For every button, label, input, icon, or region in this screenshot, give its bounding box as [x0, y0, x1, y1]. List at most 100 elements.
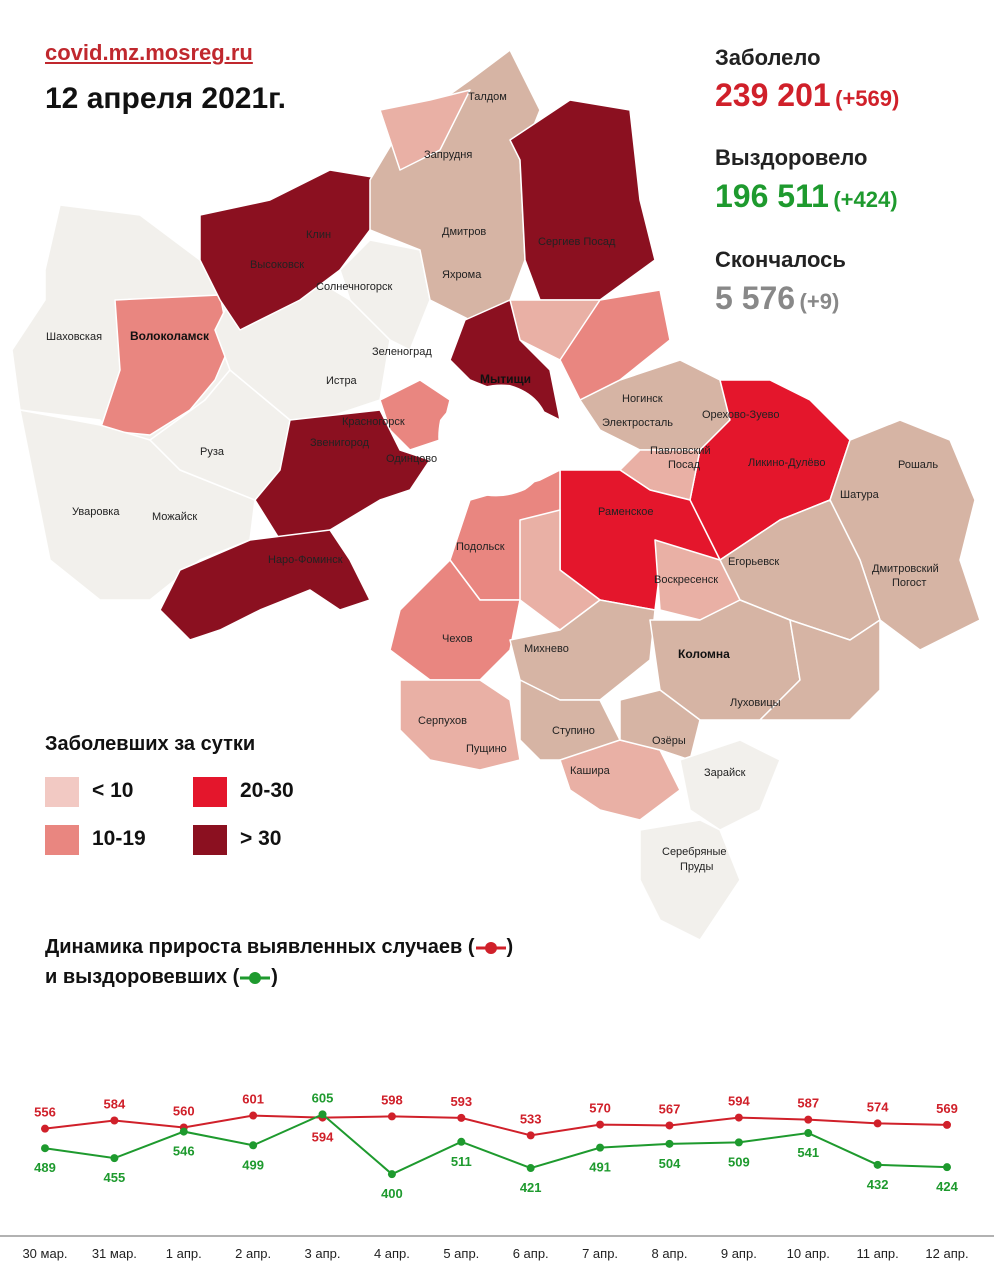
data-label-recovered: 421 — [520, 1180, 542, 1195]
data-label-recovered: 400 — [381, 1186, 403, 1201]
dynamics-title-line1-close: ) — [506, 936, 514, 958]
recovered-stat: 196 511 (+424) — [715, 178, 898, 215]
svg-text:Ступино: Ступино — [552, 725, 595, 737]
data-label-recovered: 509 — [728, 1154, 750, 1169]
point-recovered — [873, 1160, 882, 1169]
series-line-cases — [44, 1114, 948, 1137]
point-recovered — [526, 1164, 535, 1173]
dynamics-chart: 30 мар. 31 мар. 1 апр. 2 апр. 3 апр. 4 апр. 5 … — [0, 1090, 994, 1261]
data-label-cases: 587 — [797, 1096, 819, 1111]
svg-text:Дмитровский: Дмитровский — [872, 563, 939, 575]
svg-text:Озёры: Озёры — [652, 735, 686, 747]
x-tick-label: 31 мар. — [92, 1246, 137, 1261]
recovered-value: 196 511 — [715, 178, 829, 214]
legend-title: Заболевших за сутки — [45, 733, 256, 755]
svg-text:Руза: Руза — [200, 446, 225, 458]
x-tick-label: 6 апр. — [513, 1246, 549, 1261]
point-cases — [873, 1119, 882, 1128]
svg-text:Погост: Погост — [892, 577, 926, 589]
dynamics-title-line2-close: ) — [271, 966, 278, 988]
moscow-region-map: Талдом Запрудня Дмитров Яхрома Сергиев П… — [11, 49, 981, 941]
recovered-delta: (+424) — [833, 187, 898, 212]
died-stat: 5 576 (+9) — [715, 280, 839, 317]
region-chekhov — [389, 559, 521, 681]
data-label-cases: 556 — [34, 1105, 56, 1120]
legend-swatch-gt30 — [193, 825, 227, 855]
point-recovered — [387, 1170, 396, 1179]
point-cases — [41, 1124, 49, 1133]
map-city-labels: Талдом Запрудня Дмитров Яхрома Сергиев П… — [46, 91, 939, 873]
sick-value: 239 201 — [715, 77, 831, 113]
data-label-recovered: 511 — [451, 1154, 472, 1169]
data-label-recovered: 424 — [936, 1179, 958, 1194]
svg-text:Воскресенск: Воскресенск — [654, 574, 718, 586]
point-recovered — [457, 1137, 466, 1146]
point-cases — [457, 1113, 466, 1122]
region-taldom — [379, 89, 471, 171]
svg-text:Рошаль: Рошаль — [898, 459, 938, 471]
point-recovered — [41, 1144, 49, 1153]
svg-text:Звенигород: Звенигород — [310, 437, 370, 449]
data-label-cases: 560 — [173, 1104, 195, 1119]
moscow-city — [438, 384, 551, 497]
data-label-recovered: 499 — [242, 1157, 264, 1172]
x-tick-label: 9 апр. — [721, 1246, 757, 1261]
series-line-recovered — [44, 1113, 948, 1176]
region-naro-fominsk — [159, 529, 371, 641]
svg-text:Электросталь: Электросталь — [602, 417, 673, 429]
data-label-recovered: 504 — [659, 1156, 681, 1171]
x-tick-label: 8 апр. — [651, 1246, 687, 1261]
died-label: Скончалось — [715, 247, 846, 272]
dynamics-title-line2: и выздоровевших ( — [45, 966, 240, 988]
legend-swatch-10-19 — [45, 825, 79, 855]
svg-text:Егорьевск: Егорьевск — [728, 556, 779, 568]
svg-text:Истра: Истра — [326, 375, 358, 387]
x-tick-label: 3 апр. — [305, 1246, 341, 1261]
svg-text:Ликино-Дулёво: Ликино-Дулёво — [748, 457, 826, 469]
svg-text:Дмитров: Дмитров — [442, 226, 486, 238]
svg-text:Запрудня: Запрудня — [424, 149, 472, 161]
legend-label-20-30: 20-30 — [240, 779, 294, 802]
region-lukhovitsy — [759, 619, 881, 721]
svg-text:Раменское: Раменское — [598, 506, 654, 518]
data-label-cases: 574 — [867, 1099, 889, 1114]
svg-text:Высоковск: Высоковск — [250, 259, 304, 271]
svg-text:Подольск: Подольск — [456, 541, 505, 553]
svg-text:Луховицы: Луховицы — [730, 697, 781, 709]
x-tick-label: 30 мар. — [22, 1246, 67, 1261]
svg-text:Пущино: Пущино — [466, 743, 507, 755]
source-link[interactable]: covid.mz.mosreg.ru — [45, 40, 253, 65]
data-label-recovered: 491 — [589, 1160, 611, 1175]
data-label-cases: 569 — [936, 1101, 958, 1116]
svg-text:Шатура: Шатура — [840, 489, 880, 501]
point-recovered — [596, 1143, 605, 1152]
svg-text:Сергиев Посад: Сергиев Посад — [538, 236, 616, 248]
recovered-label: Выздоровело — [715, 145, 868, 170]
point-cases — [110, 1116, 119, 1125]
svg-text:Ногинск: Ногинск — [622, 393, 663, 405]
region-solnechnogorsk — [339, 239, 431, 351]
legend-label-10-19: 10-19 — [92, 827, 146, 850]
point-recovered — [943, 1163, 951, 1172]
data-label-recovered: 546 — [173, 1144, 195, 1159]
svg-text:Чехов: Чехов — [442, 633, 473, 645]
point-recovered — [110, 1154, 119, 1163]
svg-text:Серебряные: Серебряные — [662, 846, 727, 858]
dynamics-title: Динамика прироста выявленных случаев () … — [45, 932, 513, 992]
svg-text:Можайск: Можайск — [152, 511, 197, 523]
sick-stat: 239 201 (+569) — [715, 77, 899, 114]
svg-text:Кашира: Кашира — [570, 765, 611, 777]
green-series-marker-icon — [240, 971, 271, 984]
data-label-cases: 593 — [450, 1094, 472, 1109]
svg-text:Шаховская: Шаховская — [46, 331, 102, 343]
svg-text:Наро-Фоминск: Наро-Фоминск — [268, 554, 343, 566]
svg-text:Уваровка: Уваровка — [72, 506, 120, 518]
data-label-recovered: 455 — [104, 1170, 126, 1185]
region-sergiev-posad — [509, 99, 656, 301]
legend-label-gt30: > 30 — [240, 827, 282, 850]
svg-text:Посад: Посад — [668, 459, 701, 471]
x-tick-label: 7 апр. — [582, 1246, 618, 1261]
legend-label-lt10: < 10 — [92, 779, 134, 802]
point-recovered — [249, 1141, 258, 1150]
x-tick-label: 1 апр. — [166, 1246, 202, 1261]
